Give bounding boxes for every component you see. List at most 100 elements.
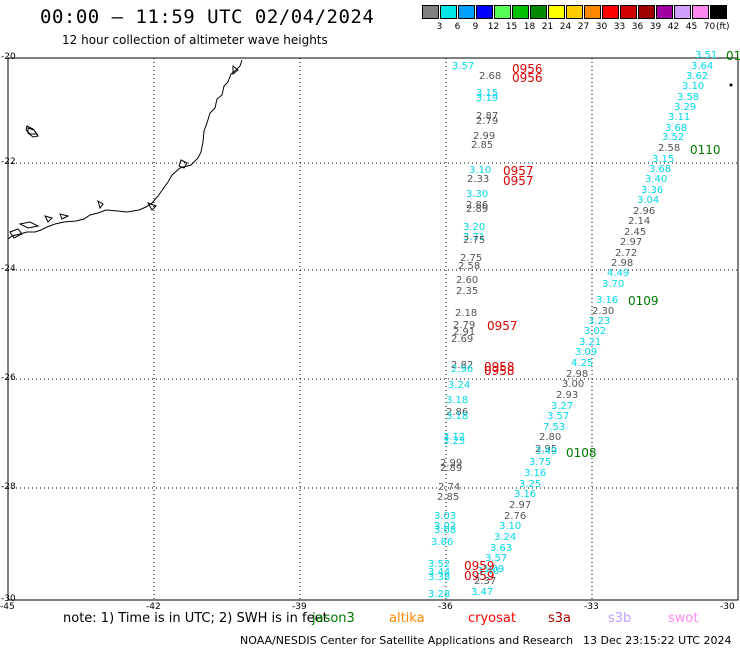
wave-height-value: 3.68	[665, 123, 688, 134]
wave-height-value: 2.97	[509, 500, 532, 511]
longitude-label: -45	[0, 602, 15, 612]
wave-height-value: 3.52	[428, 559, 451, 570]
wave-height-value: 2.69	[451, 334, 474, 345]
scale-swatch	[584, 5, 601, 19]
satellite-legend-item: s3a	[548, 611, 572, 626]
pass-time-label: 0109	[628, 294, 659, 308]
wave-height-value: 3.24	[448, 380, 471, 391]
scale-unit-label: (ft)	[716, 22, 730, 32]
scale-label: 42	[667, 22, 680, 32]
scale-label: 9	[472, 22, 479, 32]
wave-height-value: 2.79	[453, 320, 476, 331]
scale-swatch	[638, 5, 655, 19]
wave-height-value: 4.49	[607, 268, 630, 279]
wave-height-value: 2.58	[458, 261, 481, 272]
wave-height-value: 2.95	[535, 444, 558, 455]
wave-height-value: 2.79	[476, 116, 499, 127]
island	[27, 127, 39, 138]
longitude-label: -39	[292, 602, 307, 612]
wave-height-value: 3.24	[494, 532, 517, 543]
scale-swatch	[566, 5, 583, 19]
scale-label: 45	[685, 22, 698, 32]
coastline-inlet	[9, 64, 239, 239]
wave-height-value: 2.33	[467, 174, 490, 185]
wave-height-value: 3.70	[602, 279, 625, 290]
wave-height-value: 3.27	[551, 401, 574, 412]
wave-height-value: 2.96	[451, 364, 474, 375]
wave-height-value: 2.98	[611, 258, 634, 269]
latitude-label: -24	[1, 264, 16, 274]
map-frame	[7, 57, 739, 601]
wave-height-value: 3.16	[524, 468, 547, 479]
latitude-label: -26	[1, 373, 16, 383]
footer-note: note: 1) Time is in UTC; 2) SWH is in fe…	[63, 611, 328, 626]
wave-height-value: 3.16	[514, 489, 537, 500]
scale-swatch	[476, 5, 493, 19]
wave-height-value: 3.09	[482, 564, 505, 575]
latitude-label: -30	[1, 594, 16, 604]
wave-height-value: 3.51	[695, 50, 718, 61]
scale-swatch	[422, 5, 439, 19]
wave-height-value: 3.36	[641, 185, 664, 196]
wave-height-value: 2.85	[471, 140, 494, 151]
pass-time-label: 0957	[503, 164, 534, 178]
pass-time-label: 0957	[503, 174, 534, 188]
pass-time-label: 0959	[464, 559, 495, 573]
wave-height-value: 2.85	[437, 492, 460, 503]
scale-swatch	[710, 5, 727, 19]
wave-height-value: 2.93	[556, 390, 579, 401]
wave-height-value: 2.75	[460, 253, 483, 264]
credit-text: NOAA/NESDIS Center for Satellite Applica…	[240, 634, 574, 647]
wave-height-value: 3.15	[476, 88, 499, 99]
wave-height-value: 3.47	[471, 587, 494, 598]
wave-height-value: 3.23	[443, 436, 466, 447]
wave-height-value: 2.89	[440, 463, 463, 474]
pass-time-label: 0110	[690, 143, 721, 157]
scale-label: 6	[454, 22, 461, 32]
wave-height-value: 7.53	[543, 422, 566, 433]
wave-height-value: 3.86	[431, 537, 454, 548]
latitude-label: -28	[1, 482, 16, 492]
longitude-label: -36	[438, 602, 453, 612]
wave-height-value: 3.18	[446, 411, 469, 422]
scale-swatch	[656, 5, 673, 19]
wave-height-value: 3.20	[463, 222, 486, 233]
wave-height-value: 2.74	[438, 482, 461, 493]
wave-height-value: 3.57	[547, 411, 570, 422]
data-dot	[729, 83, 733, 87]
wave-height-value: 3.57	[452, 61, 475, 72]
map-subtitle: 12 hour collection of altimeter wave hei…	[62, 33, 328, 47]
wave-height-value: 2.35	[456, 286, 479, 297]
satellite-legend-item: cryosat	[468, 611, 516, 626]
satellite-legend-item: jason3	[312, 611, 355, 626]
scale-label: 36	[631, 22, 644, 32]
wave-height-value: 3.49	[535, 446, 558, 457]
pass-time-label: 0958	[484, 364, 515, 378]
wave-height-value: 3.58	[677, 92, 700, 103]
creation-timestamp: 13 Dec 23:15:22 UTC 2024	[583, 634, 732, 647]
coastline	[7, 59, 243, 240]
scale-label: 12	[487, 22, 500, 32]
wave-height-value: 3.00	[562, 379, 585, 390]
wave-height-value: 3.64	[691, 61, 714, 72]
pass-time-label: 0956	[512, 62, 543, 76]
wave-height-value: 3.68	[649, 164, 672, 175]
wave-height-value: 3.71	[463, 232, 486, 243]
scale-label: 70	[703, 22, 716, 32]
wave-height-value: 2.97	[620, 237, 643, 248]
wave-height-value: 3.09	[575, 347, 598, 358]
pass-time-label: 0956	[512, 71, 543, 85]
wave-height-value: 2.86	[466, 200, 489, 211]
wave-height-value: 3.57	[485, 553, 508, 564]
scale-swatch	[674, 5, 691, 19]
wave-height-value: 2.99	[440, 458, 463, 469]
wave-height-value: 3.29	[674, 102, 697, 113]
scale-label: 21	[541, 22, 554, 32]
longitude-label: -30	[720, 602, 735, 612]
wave-height-value: 2.91	[453, 327, 476, 338]
longitude-label: -33	[584, 602, 599, 612]
pass-time-label: 0957	[487, 319, 518, 333]
wave-height-value: 2.30	[592, 306, 615, 317]
scale-swatch	[458, 5, 475, 19]
